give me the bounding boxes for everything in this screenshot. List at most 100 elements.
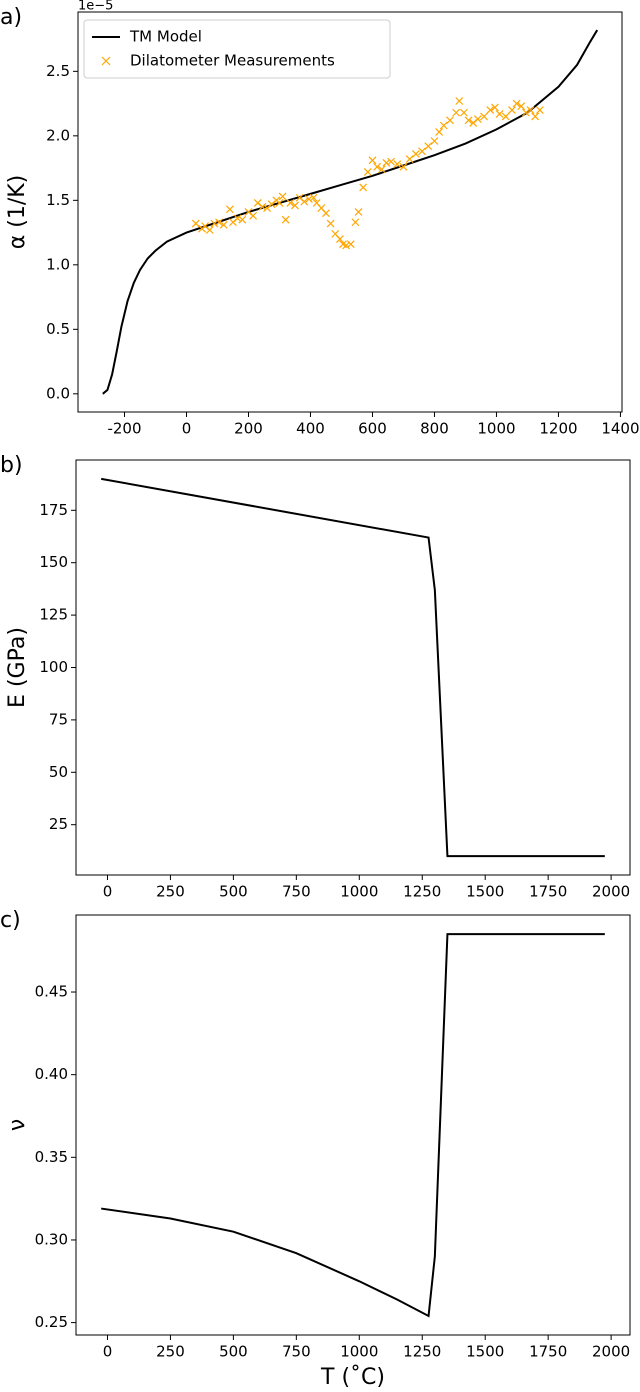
x-tick-label: 0 xyxy=(182,420,192,438)
measurement-point xyxy=(526,106,535,114)
measurement-point xyxy=(501,112,510,121)
x-tick-label: 0 xyxy=(103,883,113,901)
y-tick-label: 0.0 xyxy=(46,384,70,402)
measurement-point xyxy=(191,219,200,228)
measurement-point xyxy=(291,201,299,210)
x-tick-label: 1250 xyxy=(403,883,441,901)
x-tick-label: -200 xyxy=(107,420,141,438)
measurement-point xyxy=(359,183,368,192)
measurement-point xyxy=(473,115,482,123)
measurement-point xyxy=(486,106,495,114)
measurement-point xyxy=(452,108,461,117)
y-tick-label: 0.25 xyxy=(35,1313,68,1331)
measurement-point xyxy=(521,108,530,117)
x-tick-label: 2000 xyxy=(592,883,630,901)
measurement-point xyxy=(249,211,258,220)
measurement-point xyxy=(300,197,309,206)
panel-label: a) xyxy=(0,5,22,30)
legend-label: Dilatometer Measurements xyxy=(130,52,335,70)
model-line xyxy=(101,477,605,858)
measurement-point xyxy=(351,218,360,227)
x-tick-label: 2000 xyxy=(592,1343,630,1361)
legend-swatch xyxy=(101,56,111,66)
measurement-point xyxy=(377,165,386,174)
measurement-point xyxy=(382,158,391,167)
measurement-point xyxy=(517,102,526,111)
x-tick-label: 1500 xyxy=(466,883,504,901)
measurement-point xyxy=(373,162,382,171)
x-tick-label: 1000 xyxy=(477,420,515,438)
x-tick-label: 1200 xyxy=(539,420,577,438)
y-axis-label: E (GPa) xyxy=(5,627,30,708)
measurement-point xyxy=(455,97,464,105)
measurement-point xyxy=(210,219,219,228)
measurement-point xyxy=(508,106,516,114)
measurement-point xyxy=(399,162,408,171)
measurement-point xyxy=(205,226,214,234)
measurement-point xyxy=(326,219,335,228)
measurement-point xyxy=(278,192,287,201)
axes-frame xyxy=(75,914,631,1336)
measurement-point xyxy=(354,208,363,216)
measurement-point xyxy=(258,202,267,211)
x-tick-label: 250 xyxy=(156,1343,185,1361)
x-tick-label: 750 xyxy=(282,883,311,901)
measurement-point xyxy=(464,116,473,125)
measurement-point xyxy=(275,198,284,207)
measurement-point xyxy=(286,198,295,207)
x-tick-label: 1500 xyxy=(466,1343,504,1361)
measurement-point xyxy=(418,147,426,156)
y-tick-label: 25 xyxy=(49,815,68,833)
measurement-point xyxy=(430,137,439,145)
measurement-point xyxy=(411,149,420,158)
y-tick-label: 150 xyxy=(39,553,68,571)
measurement-point xyxy=(215,218,223,227)
x-tick-label: 250 xyxy=(156,883,185,901)
measurement-point xyxy=(480,112,488,121)
y-tick-label: 50 xyxy=(49,763,68,781)
x-tick-label: 200 xyxy=(234,420,263,438)
x-tick-label: 1000 xyxy=(340,1343,378,1361)
measurement-point xyxy=(309,193,318,202)
measurement-point xyxy=(531,112,540,121)
measurement-point xyxy=(342,241,351,250)
x-tick-label: 800 xyxy=(420,420,449,438)
measurement-point xyxy=(459,108,468,117)
measurement-point xyxy=(368,156,377,165)
y-tick-label: 75 xyxy=(49,710,68,728)
x-tick-label: 1250 xyxy=(403,1343,441,1361)
measurement-point xyxy=(305,195,313,203)
x-tick-label: 750 xyxy=(282,1343,311,1361)
x-tick-label: 400 xyxy=(296,420,325,438)
y-axis-label: ν xyxy=(5,1119,30,1131)
y-tick-label: 2.5 xyxy=(46,62,70,80)
y-tick-label: 0.45 xyxy=(35,983,68,1001)
measurement-point xyxy=(535,106,544,114)
measurement-point xyxy=(225,205,234,214)
y-tick-label: 0.5 xyxy=(46,320,70,338)
x-tick-label: 500 xyxy=(219,883,248,901)
measurement-point xyxy=(346,240,355,249)
y-offset-label: 1e−5 xyxy=(78,0,113,14)
measurement-point xyxy=(495,109,504,118)
y-tick-label: 1.0 xyxy=(46,255,70,273)
x-tick-label: 1750 xyxy=(529,883,567,901)
legend-label: TM Model xyxy=(129,28,202,46)
measurement-point xyxy=(405,155,414,163)
measurement-point xyxy=(439,121,448,130)
measurement-point xyxy=(490,103,499,112)
y-tick-label: 0.30 xyxy=(35,1230,68,1248)
measurement-point xyxy=(238,215,247,224)
measurement-point xyxy=(281,215,290,224)
y-tick-label: 0.35 xyxy=(35,1148,68,1166)
legend-box xyxy=(83,19,391,79)
y-tick-label: 2.0 xyxy=(46,126,70,144)
y-tick-label: 100 xyxy=(39,658,68,676)
y-tick-label: 125 xyxy=(39,606,68,624)
panel-label: c) xyxy=(0,908,21,933)
model-line xyxy=(101,933,605,1318)
y-tick-label: 0.40 xyxy=(35,1065,68,1083)
measurement-point xyxy=(424,142,433,151)
measurement-point xyxy=(233,214,242,223)
